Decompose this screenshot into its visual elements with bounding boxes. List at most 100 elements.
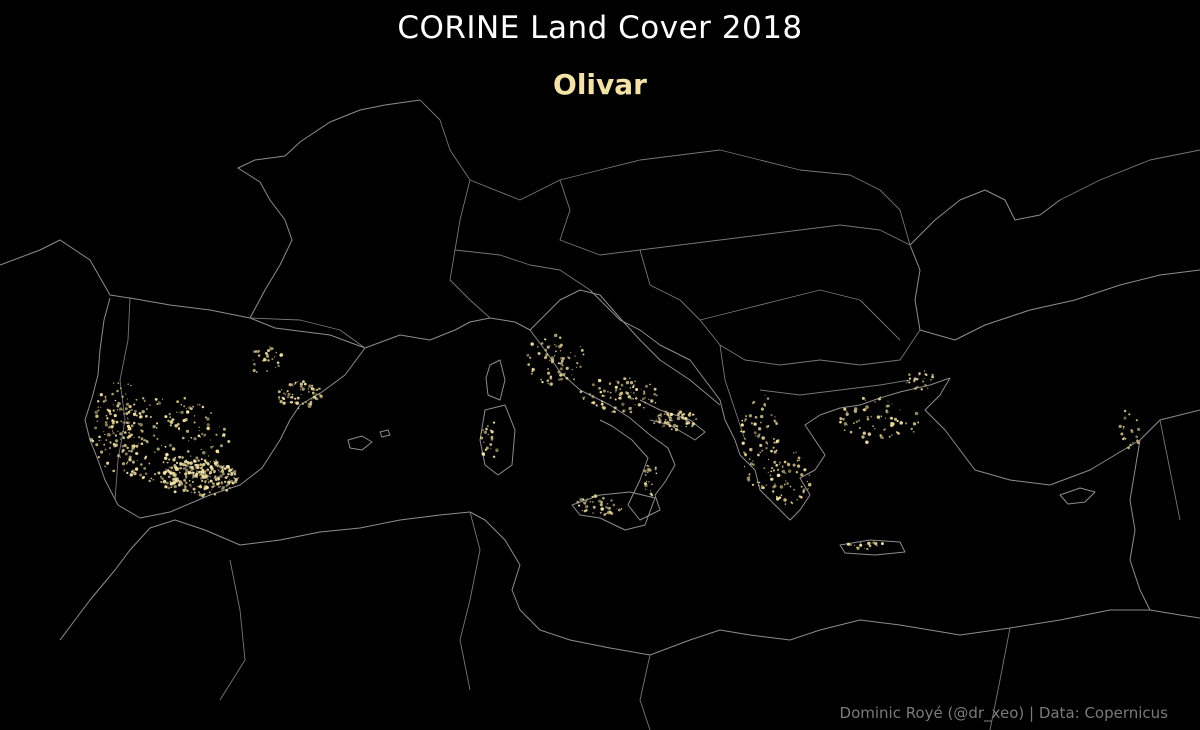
olive-dot bbox=[133, 403, 136, 406]
olive-dot bbox=[135, 452, 139, 455]
olive-dot bbox=[164, 445, 167, 448]
olive-dot bbox=[666, 412, 669, 416]
olive-dot bbox=[591, 495, 594, 498]
olive-dot bbox=[685, 420, 688, 423]
olive-dot bbox=[760, 407, 765, 411]
olive-dot bbox=[621, 402, 625, 406]
olive-dot bbox=[664, 418, 667, 421]
olive-dot bbox=[172, 458, 176, 462]
olive-dot bbox=[134, 467, 139, 471]
olive-dot bbox=[490, 430, 494, 434]
olive-dot bbox=[106, 417, 109, 420]
olive-dot bbox=[1136, 427, 1141, 432]
olive-dot bbox=[130, 449, 133, 453]
olive-dot bbox=[223, 480, 227, 484]
olive-dot bbox=[584, 505, 589, 509]
olive-dot bbox=[104, 399, 108, 402]
olive-dot bbox=[125, 421, 129, 425]
olive-dot bbox=[219, 474, 223, 478]
olive-dot bbox=[204, 470, 206, 472]
olive-dot bbox=[192, 474, 196, 478]
olive-dot bbox=[793, 488, 796, 491]
olive-dot bbox=[179, 480, 181, 482]
olive-dot bbox=[879, 435, 884, 439]
olive-dot bbox=[198, 491, 200, 494]
olive-dot bbox=[482, 441, 485, 444]
olive-dot bbox=[760, 486, 764, 490]
olive-dot bbox=[643, 390, 646, 393]
olive-dot bbox=[121, 462, 126, 466]
olive-dot bbox=[192, 477, 194, 479]
olive-dot bbox=[549, 345, 551, 347]
olive-dot bbox=[918, 372, 921, 375]
olive-dot bbox=[160, 477, 163, 479]
olive-dot bbox=[140, 429, 144, 433]
olive-dot bbox=[219, 444, 223, 448]
olive-dot bbox=[866, 418, 870, 421]
olive-dot bbox=[169, 481, 171, 483]
olive-dot bbox=[169, 416, 172, 419]
olive-dot bbox=[219, 426, 221, 428]
olive-dot bbox=[752, 483, 755, 486]
olive-dot bbox=[795, 451, 797, 454]
olive-dot bbox=[171, 447, 176, 451]
olive-dot bbox=[579, 390, 583, 394]
olive-dot bbox=[229, 478, 231, 480]
olive-dot bbox=[780, 496, 782, 498]
olive-dot bbox=[104, 423, 108, 427]
olive-dot bbox=[650, 399, 654, 403]
olive-dot bbox=[887, 400, 889, 402]
olive-dot bbox=[592, 512, 594, 514]
olive-dot bbox=[139, 473, 143, 477]
olive-dot bbox=[843, 422, 848, 426]
olive-dot bbox=[648, 480, 650, 483]
olive-dot bbox=[119, 438, 122, 440]
olive-dot bbox=[1135, 419, 1138, 422]
olive-dot bbox=[201, 432, 204, 436]
olive-dot bbox=[906, 380, 909, 382]
olive-dot bbox=[312, 387, 316, 391]
olive-dot bbox=[112, 431, 115, 435]
olive-dot bbox=[695, 417, 698, 421]
olive-dot bbox=[630, 391, 632, 393]
olive-dot bbox=[576, 500, 580, 504]
olive-dot bbox=[167, 486, 171, 490]
olive-dot bbox=[197, 434, 201, 438]
olive-dot bbox=[800, 473, 804, 477]
olive-dot bbox=[204, 480, 207, 483]
olive-dot bbox=[784, 503, 787, 505]
border-greece-north bbox=[759, 379, 911, 396]
island-crete bbox=[839, 539, 906, 556]
olive-dot bbox=[859, 541, 862, 544]
olive-dot bbox=[133, 471, 137, 476]
olive-dot bbox=[180, 410, 184, 415]
olive-dot bbox=[122, 435, 124, 437]
olive-dot bbox=[226, 482, 231, 486]
olive-dot bbox=[307, 388, 309, 390]
border-morocco-algeria bbox=[219, 559, 246, 701]
olive-dot bbox=[658, 419, 662, 423]
olive-dot bbox=[608, 382, 612, 386]
olive-dot bbox=[913, 377, 917, 381]
olive-dot bbox=[748, 476, 751, 478]
olive-dot bbox=[776, 473, 781, 478]
olive-dot bbox=[111, 419, 114, 422]
olive-dot bbox=[226, 475, 229, 478]
olive-dot bbox=[772, 469, 776, 472]
olive-dot bbox=[123, 469, 126, 472]
olive-dot bbox=[633, 392, 635, 394]
olive-dot bbox=[169, 471, 173, 475]
olive-dot bbox=[875, 542, 877, 544]
olive-dot bbox=[759, 451, 761, 454]
olive-dot bbox=[129, 473, 134, 477]
olive-dot bbox=[656, 420, 659, 423]
olive-dot bbox=[190, 486, 192, 488]
olive-dot bbox=[879, 396, 882, 399]
olive-dot bbox=[294, 383, 296, 385]
olive-dot bbox=[149, 416, 152, 418]
olive-dot bbox=[121, 445, 124, 448]
coast-black-sea bbox=[909, 189, 1200, 341]
olive-dot bbox=[890, 421, 893, 425]
olive-dot bbox=[126, 461, 129, 464]
olive-dot bbox=[192, 487, 196, 491]
